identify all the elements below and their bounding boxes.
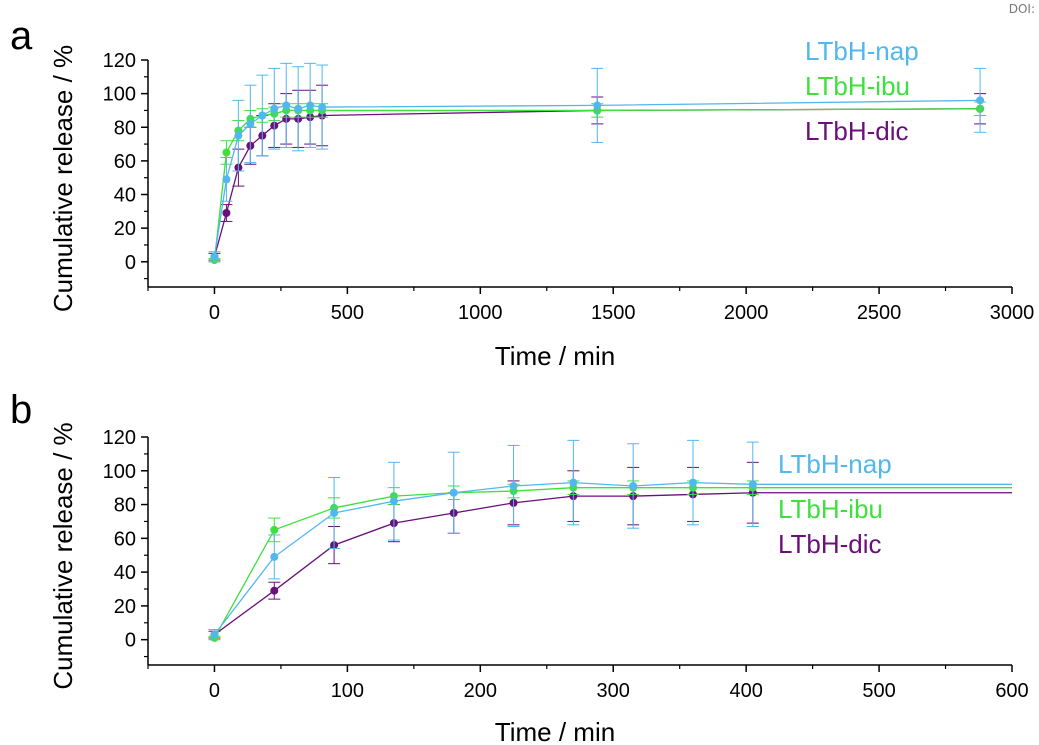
legend-entry: LTbH-nap [805, 36, 919, 66]
chart-panel-b: 0 20 40 60 80 100 120 0 100 200 300 400 500 600 Time /… [48, 422, 1029, 745]
data-point [688, 478, 697, 487]
y-tick-label: 20 [114, 596, 136, 618]
y-tick-label: 100 [103, 84, 136, 106]
x-tick-label: 400 [729, 680, 762, 702]
x-tick-label: 3000 [990, 302, 1035, 324]
x-tick-label: 300 [597, 680, 630, 702]
data-point [509, 481, 518, 490]
x-tick-label: 0 [209, 680, 220, 702]
y-axis-title: Cumulative release / % [48, 422, 78, 689]
panel-letter-b: b [10, 388, 33, 432]
data-point [270, 525, 279, 534]
legend-entry: LTbH-nap [778, 449, 892, 479]
y-tick-label: 0 [125, 252, 136, 274]
legend-entry: LTbH-dic [778, 529, 882, 559]
x-tick-label: 0 [209, 302, 220, 324]
x-tick-label: 2500 [857, 302, 902, 324]
data-point [569, 478, 578, 487]
x-axis-title: Time / min [495, 717, 615, 745]
series-line [213, 99, 981, 257]
x-tick-label: 2000 [724, 302, 769, 324]
x-tick-label: 100 [331, 680, 364, 702]
y-tick-label: 120 [103, 427, 136, 449]
x-tick-label: 600 [995, 680, 1028, 702]
data-point [258, 111, 267, 120]
y-tick-label: 120 [103, 50, 136, 72]
y-tick-label: 60 [114, 151, 136, 173]
y-tick-label: 100 [103, 461, 136, 483]
y-axis-title: Cumulative release / % [48, 45, 78, 312]
legend-entry: LTbH-ibu [778, 494, 883, 524]
data-point [222, 175, 231, 184]
panel-letter-a: a [10, 14, 33, 58]
x-tick-label: 1000 [458, 302, 503, 324]
data-point [222, 209, 231, 218]
data-point [282, 101, 291, 110]
y-tick-label: 80 [114, 117, 136, 139]
data-point [748, 480, 757, 489]
series-line [213, 108, 981, 257]
chart-panel-a: 0 20 40 60 80 100 120 0 500 1000 1500 2000 2500 3000 T… [48, 36, 1034, 371]
legend-entry: LTbH-ibu [805, 71, 910, 101]
data-point [389, 497, 398, 506]
data-point [976, 96, 985, 105]
data-point [234, 131, 243, 140]
y-tick-label: 60 [114, 528, 136, 550]
data-point [294, 104, 303, 113]
data-point [270, 104, 279, 113]
x-axis-title: Time / min [495, 341, 615, 371]
y-tick-label: 40 [114, 185, 136, 207]
x-tick-label: 1500 [591, 302, 636, 324]
data-point [593, 101, 602, 110]
data-point [246, 119, 255, 128]
data-point [210, 252, 219, 261]
y-tick-label: 0 [125, 630, 136, 652]
data-point [222, 148, 231, 157]
data-point [629, 481, 638, 490]
data-point [270, 586, 279, 595]
x-tick-label: 500 [862, 680, 895, 702]
legend-entry: LTbH-dic [805, 116, 909, 146]
y-tick-label: 40 [114, 562, 136, 584]
data-point [318, 103, 327, 112]
data-point [449, 488, 458, 497]
y-tick-label: 20 [114, 218, 136, 240]
x-tick-label: 200 [464, 680, 497, 702]
data-point [210, 630, 219, 639]
doi-label: DOI: [1008, 2, 1035, 16]
data-point [306, 101, 315, 110]
data-point [270, 552, 279, 561]
x-tick-label: 500 [331, 302, 364, 324]
data-point [330, 509, 339, 517]
y-tick-label: 80 [114, 495, 136, 517]
